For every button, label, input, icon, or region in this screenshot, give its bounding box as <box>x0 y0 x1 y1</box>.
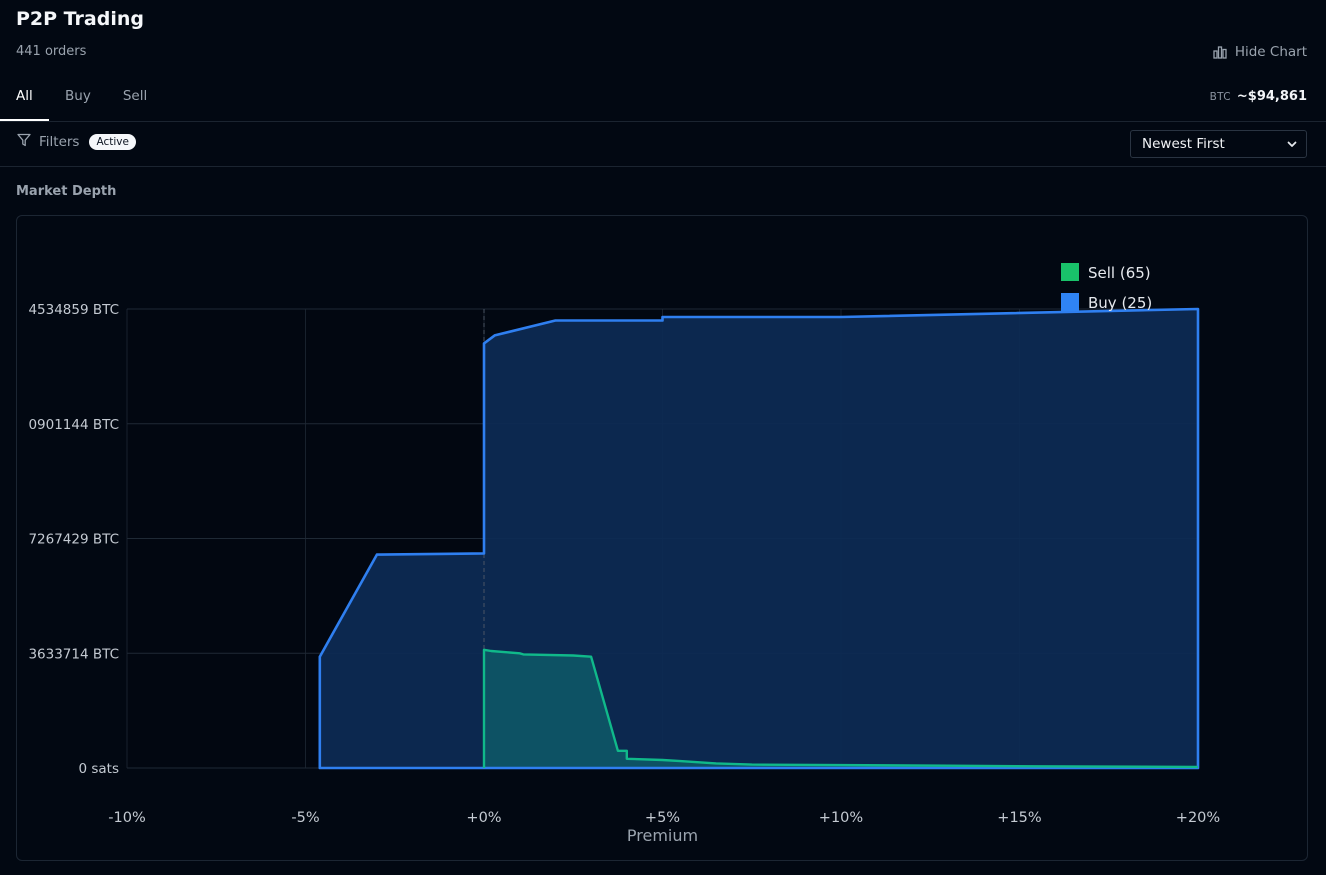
y-tick-label: 4534859 BTC <box>28 302 119 318</box>
depth-chart-svg: 0 sats 3633714 BTC 7267429 BTC 0901144 BTC 4… <box>28 263 1220 845</box>
tab-all[interactable]: All <box>0 76 49 121</box>
y-tick-label: 3633714 BTC <box>28 646 119 662</box>
chevron-down-icon <box>1286 135 1298 154</box>
sort-select[interactable]: Newest First <box>1130 130 1307 158</box>
hide-chart-button[interactable]: Hide Chart <box>1213 44 1307 60</box>
x-tick-label: +15% <box>997 810 1041 826</box>
btc-price: BTC ~$94,861 <box>1210 89 1307 104</box>
price-symbol: BTC <box>1209 91 1231 103</box>
x-tick-label: +5% <box>645 810 680 826</box>
funnel-icon <box>17 132 31 151</box>
legend-label: Buy (25) <box>1088 294 1152 312</box>
legend-swatch <box>1061 263 1079 281</box>
price-value: ~$94,861 <box>1236 89 1307 104</box>
x-tick-label: +20% <box>1176 810 1220 826</box>
x-tick-label: -10% <box>108 810 145 826</box>
market-depth-title: Market Depth <box>16 184 117 199</box>
tab-sell[interactable]: Sell <box>122 88 148 104</box>
sort-selected-value: Newest First <box>1142 136 1225 152</box>
buy-area <box>319 309 1198 768</box>
y-tick-label: 7267429 BTC <box>28 532 119 548</box>
filters-button[interactable]: Filters Active <box>17 132 136 151</box>
orders-count: 441 orders <box>16 44 87 59</box>
bar-chart-icon <box>1213 45 1227 59</box>
buy-line <box>318 307 1200 770</box>
y-tick-label: 0 sats <box>78 761 119 777</box>
filters-active-badge: Active <box>89 133 136 150</box>
x-tick-label: +0% <box>466 810 501 826</box>
legend-label: Sell (65) <box>1088 264 1151 282</box>
y-tick-label: 0901144 BTC <box>28 417 119 433</box>
tabs-divider <box>0 121 1326 122</box>
filters-label: Filters <box>39 133 80 150</box>
page-title: P2P Trading <box>16 8 144 30</box>
x-axis-title: Premium <box>627 826 698 845</box>
hide-chart-label: Hide Chart <box>1234 44 1307 60</box>
order-type-tabs: All Buy Sell <box>0 76 163 121</box>
legend-swatch <box>1061 293 1079 311</box>
x-tick-label: +10% <box>819 810 863 826</box>
filters-divider <box>0 166 1326 167</box>
tab-buy[interactable]: Buy <box>65 88 91 104</box>
sell-area <box>484 649 1198 768</box>
market-depth-chart: 0 sats 3633714 BTC 7267429 BTC 0901144 BTC 4… <box>16 215 1308 861</box>
sell-line <box>482 648 1199 769</box>
x-tick-label: -5% <box>291 810 319 826</box>
